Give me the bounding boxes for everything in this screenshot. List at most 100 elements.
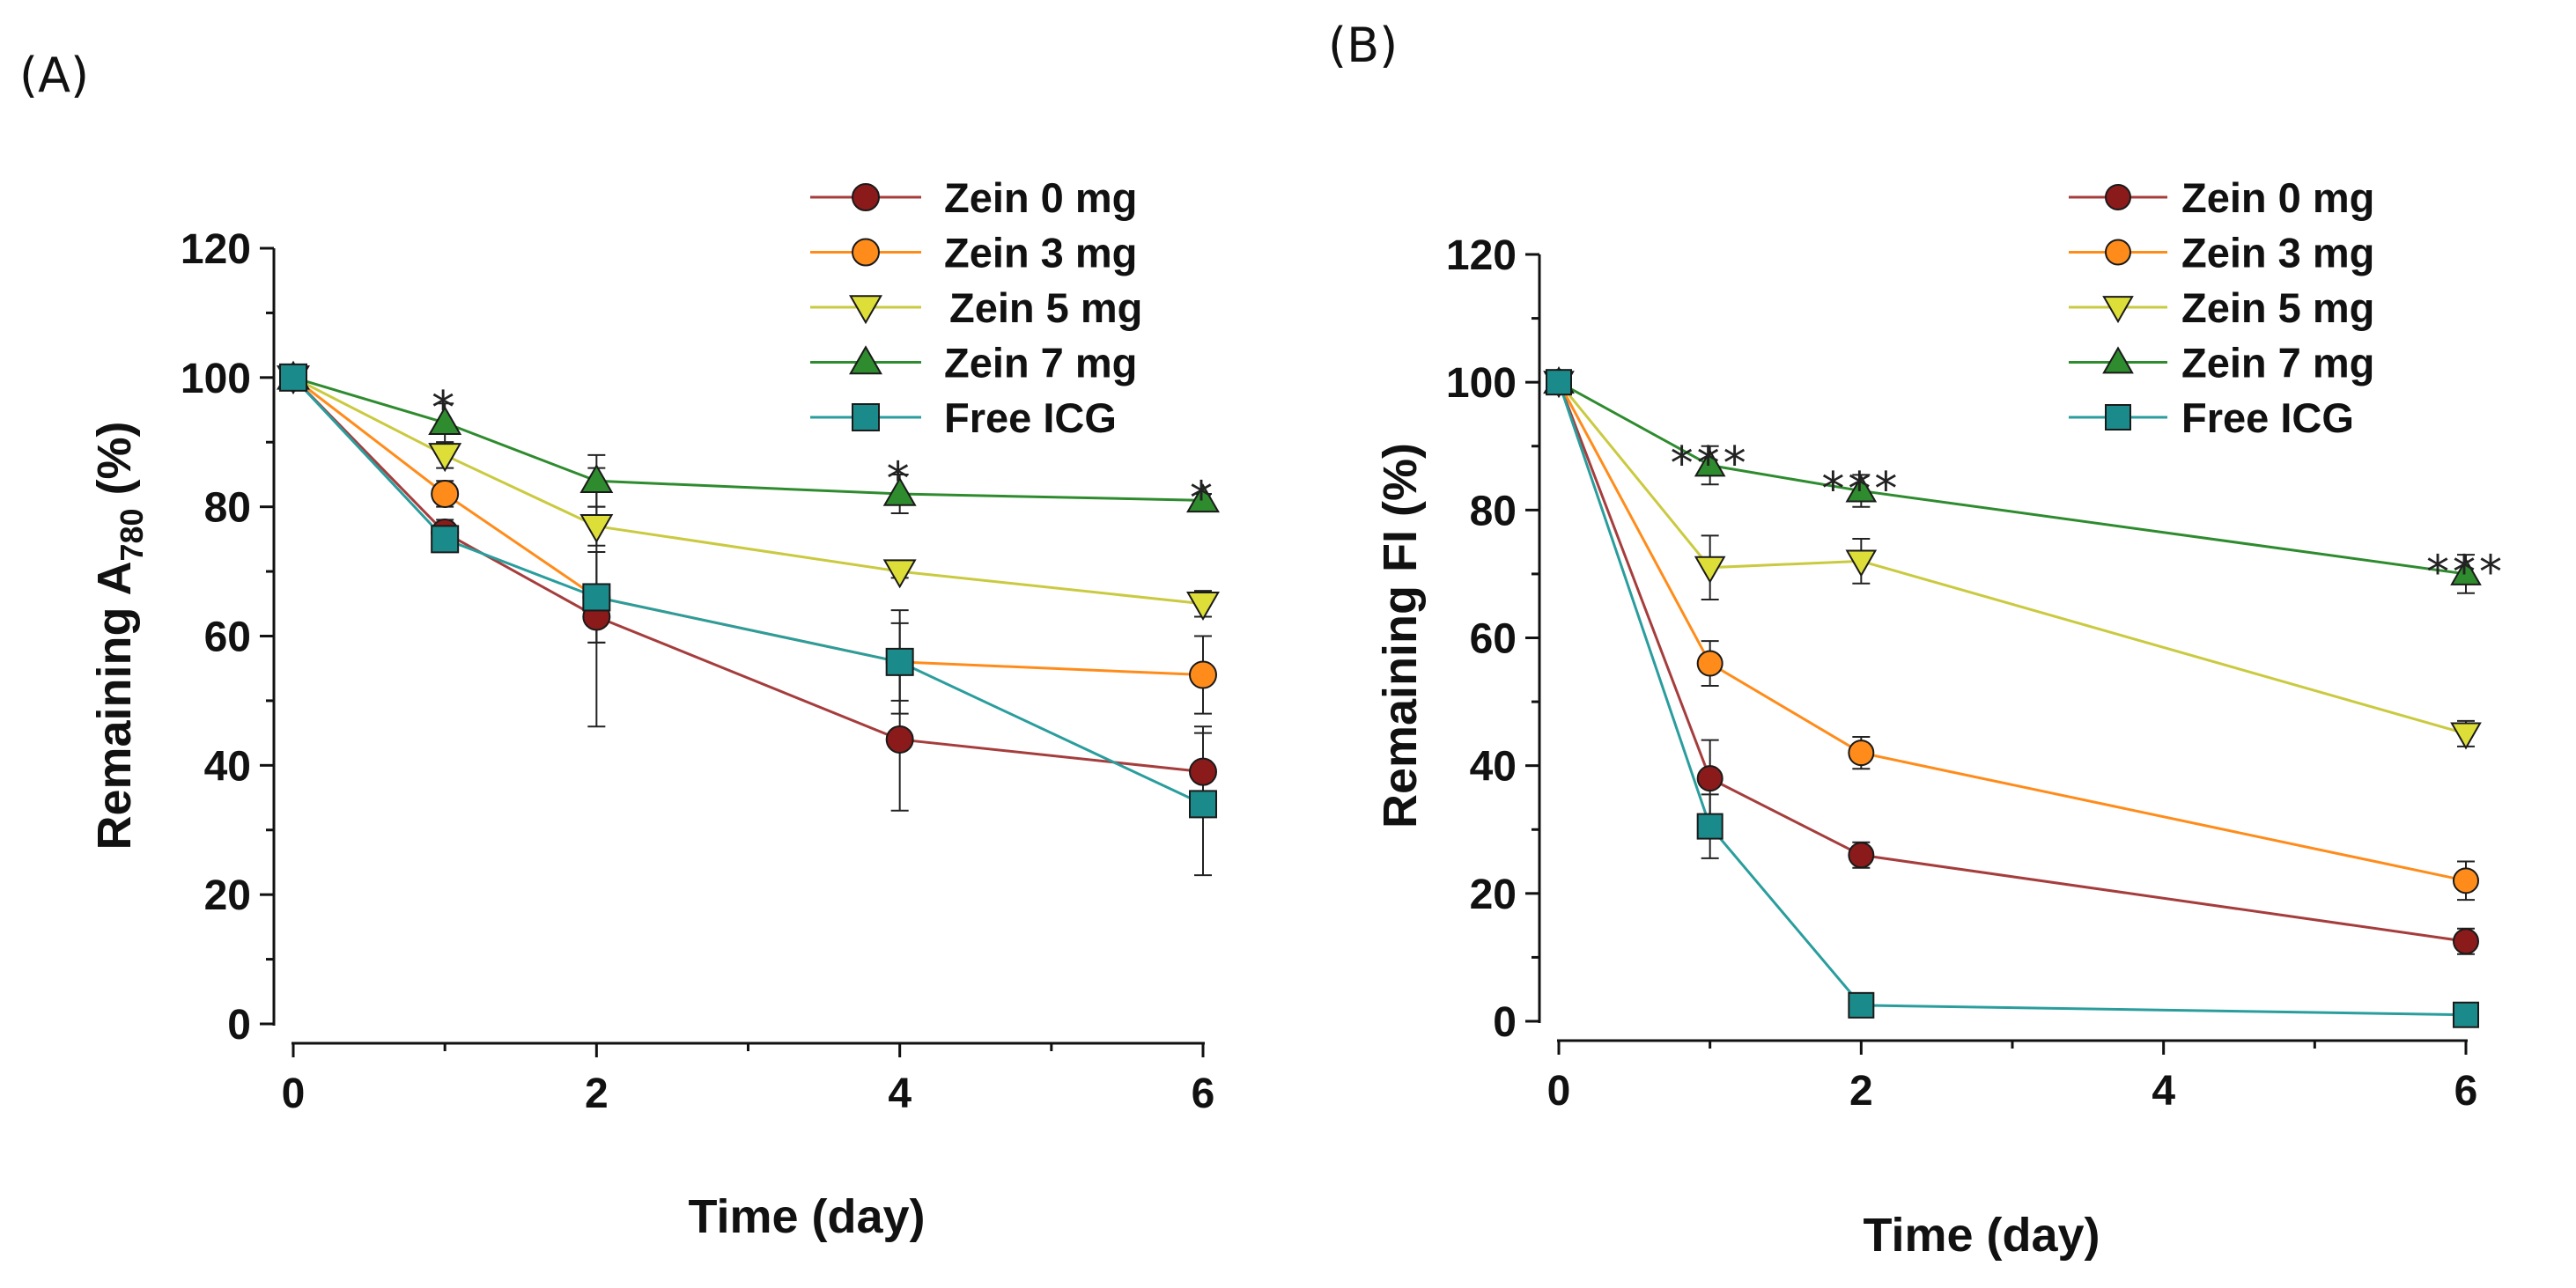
data-point-zein-7-mg (2450, 557, 2482, 585)
legend-label: Zein 5 mg (949, 284, 1142, 331)
legend-marker (2102, 346, 2134, 374)
x-axis-title: Time (day) (688, 1190, 925, 1243)
data-point-free-icg (582, 583, 611, 612)
y-tick-label: 100 (181, 356, 251, 402)
legend-item-zein-3-mg: Zein 3 mg (2069, 230, 2374, 276)
y-tick-label: 40 (1470, 744, 1517, 791)
legend-marker (2102, 296, 2134, 324)
data-point-free-icg (431, 525, 460, 554)
data-point-zein-7-mg (579, 464, 614, 494)
data-point-free-icg (885, 647, 914, 676)
legend-label: Zein 5 mg (2181, 284, 2374, 331)
y-tick-label: 120 (181, 226, 251, 273)
y-tick-label: 0 (227, 1002, 251, 1049)
data-point-zein-5-mg (882, 559, 917, 589)
data-point-zein-5-mg (2450, 722, 2482, 750)
x-tick-label: 0 (282, 1071, 306, 1117)
x-tick-label: 4 (2152, 1068, 2175, 1115)
data-point-zein-7-mg (1694, 449, 1726, 477)
data-point-zein-5-mg (1186, 592, 1220, 622)
data-point-free-icg (1189, 790, 1217, 819)
legend-label: Free ICG (944, 394, 1117, 441)
significance-marker: * (432, 382, 458, 435)
data-point-zein-3-mg (1696, 650, 1723, 677)
significance-marker: *** (2426, 546, 2506, 599)
data-point-zein-3-mg (1848, 740, 1875, 767)
data-point-free-icg (279, 363, 307, 392)
legend-marker (849, 295, 882, 325)
legend-item-free-icg: Free ICG (2069, 394, 2354, 441)
data-point-zein-7-mg (882, 476, 917, 506)
significance-marker: *** (1821, 463, 1901, 516)
data-point-zein-7-mg (1845, 475, 1878, 503)
data-point-zein-0-mg (1696, 765, 1723, 792)
series-line-free-icg (1557, 381, 2467, 1017)
data-point-zein-7-mg (428, 405, 462, 435)
legend-item-zein-7-mg: Zein 7 mg (810, 340, 1137, 386)
significance-marker: *** (1671, 438, 1750, 490)
series-line-zein-7-mg (1558, 380, 2467, 576)
series-line-free-icg (292, 376, 1204, 806)
y-tick-label: 80 (1470, 488, 1517, 534)
legend-item-zein-5-mg: Zein 5 mg (2069, 284, 2374, 331)
legend-label: Free ICG (2181, 394, 2354, 441)
data-point-free-icg (1848, 991, 1875, 1019)
y-tick-label: 20 (1470, 872, 1517, 918)
data-point-zein-3-mg (2453, 867, 2479, 894)
legend-item-zein-5-mg: Zein 5 mg (810, 284, 1142, 331)
legend-marker (849, 345, 882, 375)
x-axis-title: Time (day) (1863, 1209, 2100, 1262)
x-tick-label: 6 (1192, 1071, 1215, 1117)
legend-marker (852, 183, 880, 211)
legend-marker (852, 238, 880, 267)
data-point-zein-5-mg (428, 443, 462, 473)
y-tick-label: 0 (1493, 999, 1517, 1046)
legend-label: Zein 0 mg (944, 174, 1137, 221)
y-tick-label: 60 (1470, 616, 1517, 663)
panel-label-b: (B) (1328, 18, 1398, 73)
legend-marker (2105, 404, 2131, 431)
legend-label: Zein 7 mg (2181, 340, 2374, 386)
legend-item-free-icg: Free ICG (810, 394, 1117, 441)
series-line-zein-0-mg (1557, 381, 2467, 943)
legend-marker (2105, 239, 2131, 266)
x-tick-label: 4 (888, 1071, 912, 1117)
y-tick-label: 80 (204, 485, 251, 532)
series-line-zein-5-mg (1557, 381, 2467, 735)
legend-label: Zein 3 mg (2181, 230, 2374, 276)
chart-b: 0 20 40 60 80 100 120 0 2 4 6 Time (day) Remaining F… (1374, 174, 2506, 1262)
data-point-free-icg (1546, 369, 1572, 396)
data-point-zein-0-mg (1189, 757, 1217, 786)
data-point-zein-3-mg (1189, 660, 1217, 689)
legend-item-zein-7-mg: Zein 7 mg (2069, 340, 2374, 386)
data-point-zein-5-mg (579, 513, 614, 543)
y-tick-label: 20 (204, 872, 251, 919)
legend-label: Zein 3 mg (944, 230, 1137, 276)
data-point-free-icg (1696, 813, 1723, 840)
chart-a: 0 20 40 60 80 100 120 0 2 4 6 Time (day) Remaining A… (88, 174, 1220, 1243)
x-tick-label: 6 (2454, 1068, 2478, 1115)
legend-item-zein-0-mg: Zein 0 mg (2069, 174, 2374, 221)
y-tick-label: 60 (204, 615, 251, 661)
legend-marker (852, 403, 880, 431)
significance-marker: * (887, 453, 913, 506)
x-tick-label: 2 (585, 1071, 609, 1117)
data-point-zein-3-mg (431, 479, 460, 508)
y-axis-title: Remaining A780 (%) (88, 421, 150, 850)
data-point-zein-0-mg (885, 725, 914, 754)
data-point-zein-0-mg (1848, 842, 1875, 869)
panel-label-a: (A) (19, 48, 89, 103)
data-point-free-icg (2453, 1001, 2479, 1028)
data-point-zein-7-mg (1186, 483, 1220, 513)
y-tick-label: 100 (1446, 360, 1517, 407)
legend-label: Zein 0 mg (2181, 174, 2374, 221)
data-point-zein-5-mg (1694, 556, 1726, 584)
y-tick-label: 40 (204, 743, 251, 790)
legend-label: Zein 7 mg (944, 340, 1137, 386)
significance-marker: * (1190, 473, 1216, 526)
x-tick-label: 2 (1849, 1068, 1873, 1115)
legend-item-zein-0-mg: Zein 0 mg (810, 174, 1137, 221)
x-tick-label: 0 (1547, 1068, 1571, 1115)
data-point-zein-5-mg (1845, 549, 1878, 578)
